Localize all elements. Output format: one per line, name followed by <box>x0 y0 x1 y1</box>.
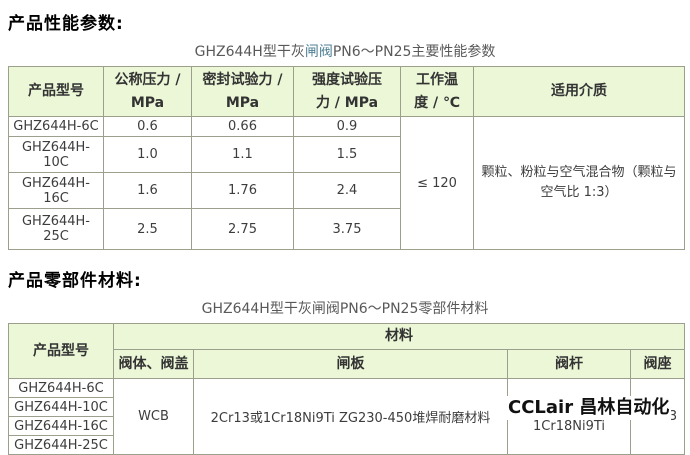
materials-header-row-1: 产品型号 材料 <box>8 323 685 379</box>
model-cell: GHZ644H-6C <box>8 378 114 398</box>
product-spec-page: { "colors": { "header_cell_bg": "#ebf7d7… <box>0 14 690 455</box>
col-header-body-bonnet: 阀体、阀盖 <box>113 349 194 379</box>
table-row: GHZ644H-16C <box>8 416 685 436</box>
col-header-model: 产品型号 <box>8 323 114 379</box>
col-header-stem: 阀杆 <box>507 349 631 379</box>
nominal-pressure-cell: 1.0 <box>103 136 192 173</box>
model-cell: GHZ644H-10C <box>8 397 114 417</box>
strength-test-cell: 2.4 <box>293 172 401 209</box>
materials-header-row-2: 阀体、阀盖 闸板 阀杆 阀座 <box>9 349 685 379</box>
seal-test-cell: 1.1 <box>191 136 294 173</box>
strength-test-cell: 0.9 <box>293 116 401 137</box>
nominal-pressure-cell: 1.6 <box>103 172 192 209</box>
gate-material-cell: 2Cr13或1Cr18Ni9Ti ZG230-450堆焊耐磨材料 <box>193 378 508 455</box>
model-cell: GHZ644H- 10C <box>8 136 104 173</box>
table-row: GHZ644H-6C 0.6 0.66 0.9 ≤ 120 颗粒、粉粒与空气混合… <box>8 116 685 250</box>
col-header-material: 材料 <box>113 323 685 350</box>
table-row: GHZ644H- 10C 1.0 1.1 1.5 <box>8 136 685 173</box>
materials-table: 产品型号 材料 阀体、阀盖 闸板 阀杆 阀座 GHZ644H-6C WCB 2C… <box>8 323 685 455</box>
parts-materials-heading: 产品零部件材料: <box>8 271 142 291</box>
medium-cell: 颗粒、粉粒与空气混合物（颗粒与空气比 1:3） <box>473 116 685 250</box>
table-row: GHZ644H- 25C 2.5 2.75 3.75 <box>8 208 685 250</box>
body-bonnet-material-cell: WCB <box>113 378 194 455</box>
materials-table-title: GHZ644H型干灰闸阀PN6～PN25零部件材料 <box>201 301 489 317</box>
working-temp-cell: ≤ 120 <box>400 116 474 250</box>
nominal-pressure-cell: 2.5 <box>103 208 192 250</box>
performance-params-heading: 产品性能参数: <box>8 14 124 34</box>
col-header-medium: 适用介质 <box>473 66 685 117</box>
title-suffix: PN6～PN25主要性能参数 <box>332 44 496 60</box>
model-cell: GHZ644H-6C <box>8 116 104 137</box>
col-header-seat: 阀座 <box>630 349 685 379</box>
seal-test-cell: 2.75 <box>191 208 294 250</box>
seal-test-cell: 1.76 <box>191 172 294 209</box>
table-row: GHZ644H-10C <box>8 397 685 417</box>
performance-table-header-row: 产品型号 公称压力 / MPa 密封试验力 / MPa 强度试验压 力 / MP… <box>8 66 685 117</box>
table-row: GHZ644H-6C WCB 2Cr13或1Cr18Ni9Ti ZG230-45… <box>8 378 685 455</box>
strength-test-cell: 1.5 <box>293 136 401 173</box>
col-header-model: 产品型号 <box>8 66 104 117</box>
strength-test-cell: 3.75 <box>293 208 401 250</box>
col-header-nominal-pressure: 公称压力 / MPa <box>103 66 192 117</box>
col-header-working-temp: 工作温 度 / ℃ <box>400 66 474 117</box>
gate-valve-link[interactable]: 闸阀 <box>304 44 333 60</box>
model-cell: GHZ644H-25C <box>8 435 114 455</box>
table-row: GHZ644H- 16C 1.6 1.76 2.4 <box>8 172 685 209</box>
col-header-seal-test-pressure: 密封试验力 / MPa <box>191 66 294 117</box>
performance-table-title: GHZ644H型干灰闸阀PN6～PN25主要性能参数 <box>0 41 690 61</box>
model-cell: GHZ644H- 16C <box>8 172 104 209</box>
performance-table: 产品型号 公称压力 / MPa 密封试验力 / MPa 强度试验压 力 / MP… <box>8 66 685 250</box>
title-prefix: GHZ644H型干灰 <box>194 44 305 60</box>
col-header-gate: 闸板 <box>193 349 508 379</box>
nominal-pressure-cell: 0.6 <box>103 116 192 137</box>
model-cell: GHZ644H- 25C <box>8 208 104 250</box>
model-cell: GHZ644H-16C <box>8 416 114 436</box>
col-header-strength-test-pressure: 强度试验压 力 / MPa <box>293 66 401 117</box>
seal-test-cell: 0.66 <box>191 116 294 137</box>
cclair-watermark: CCLair 昌林自动化 <box>506 396 672 420</box>
